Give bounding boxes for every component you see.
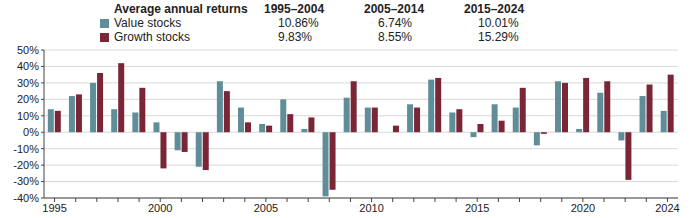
svg-text:10%: 10% xyxy=(17,110,39,122)
svg-text:0%: 0% xyxy=(23,126,39,138)
svg-text:-20%: -20% xyxy=(13,159,39,171)
svg-text:1995: 1995 xyxy=(42,202,66,214)
svg-text:20%: 20% xyxy=(17,93,39,105)
html-text:Growth stocks: Growth stocks xyxy=(114,30,190,44)
svg-text:2010: 2010 xyxy=(359,202,383,214)
html-text:1995–2004: 1995–2004 xyxy=(264,2,325,16)
svg-text:-40%: -40% xyxy=(13,192,39,204)
html-text:6.74%: 6.74% xyxy=(378,16,412,30)
svg-text:-30%: -30% xyxy=(13,175,39,187)
svg-text:-10%: -10% xyxy=(13,143,39,155)
svg-text:40%: 40% xyxy=(17,60,39,72)
svg-text:50%: 50% xyxy=(17,44,39,56)
html-text:10.01%: 10.01% xyxy=(478,16,519,30)
html-text:2015–2024: 2015–2024 xyxy=(464,2,525,16)
html-text:Average annual returns: Average annual returns xyxy=(114,2,248,16)
svg-text:2015: 2015 xyxy=(465,202,489,214)
html-text:8.55%: 8.55% xyxy=(378,30,412,44)
html-text:10.86%: 10.86% xyxy=(278,16,319,30)
svg-text:2005: 2005 xyxy=(254,202,278,214)
html-text:15.29%: 15.29% xyxy=(478,30,519,44)
svg-text:2000: 2000 xyxy=(148,202,172,214)
svg-text:30%: 30% xyxy=(17,77,39,89)
html-text:Value stocks: Value stocks xyxy=(114,16,182,30)
html-text:2005–2014: 2005–2014 xyxy=(364,2,425,16)
html-text:9.83%: 9.83% xyxy=(278,30,312,44)
svg-text:2020: 2020 xyxy=(571,202,595,214)
svg-text:2024: 2024 xyxy=(655,202,679,214)
